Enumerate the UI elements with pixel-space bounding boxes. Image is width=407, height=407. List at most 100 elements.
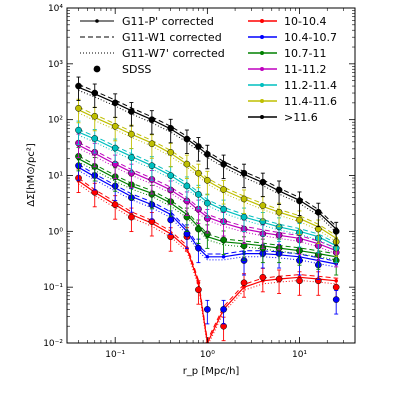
plot-area [75,76,340,343]
sdss-point [220,160,227,168]
sdss-point [148,140,156,148]
sdss-point [195,286,202,294]
model-line-w1 [78,84,337,227]
series-6 [75,76,340,247]
model-line [78,144,337,252]
legend-styles: G11-P' corrected G11-W1 corrected G11-W7' … [80,15,225,76]
sdss-point [183,182,191,190]
sdss-point [332,227,340,235]
legend-series-item: 11-11.2 [248,63,326,76]
legend-series-item: >11.6 [248,111,318,124]
x-axis-label: r_p [Mpc/h] [183,366,240,377]
sdss-point [296,197,303,205]
legend-style-item: G11-W1 corrected [80,31,222,44]
y-tick-label: 10⁴ [48,4,63,14]
sdss-point [195,244,202,252]
sdss-point [259,202,267,209]
y-tick-label: 10⁰ [48,227,63,237]
sdss-point [75,104,82,112]
sdss-point [111,201,119,209]
legend-dot-sample [93,65,101,73]
sdss-point [195,143,202,150]
legend-style-item: G11-P' corrected [80,15,214,28]
sdss-point [195,190,202,198]
legend-series-marker [260,115,264,119]
model-line [78,86,337,230]
legend-series-label: 11.2-11.4 [284,79,337,92]
legend-series-item: 11.4-11.6 [248,95,337,108]
y-tick-label: 10¹ [48,172,63,182]
model-line [78,131,337,247]
legend-series-item: 10.7-11 [248,47,326,60]
y-tick-label: 10² [48,116,63,126]
sdss-point [332,296,340,303]
legend-series-marker [260,83,264,87]
y-axis-label: ΔΣ[hM⊙/pc²] [26,143,37,207]
x-tick-label: 10¹ [292,350,307,360]
model-line [78,158,337,258]
legend-series-item: 10.4-10.7 [248,31,337,44]
model-line-w7 [78,134,337,250]
model-line-w1 [78,155,337,255]
series-0 [75,168,340,343]
sdss-point [148,116,156,124]
sdss-point [195,225,202,233]
sdss-point [220,186,227,193]
sdss-point [167,124,175,132]
legend-series-label: 10.4-10.7 [284,31,337,44]
model-line-w7 [78,112,337,242]
y-tick-label: 10⁻² [43,339,63,349]
sdss-point [259,273,267,281]
model-line [78,180,337,343]
sdss-point [204,150,211,158]
legend-style-label: G11-W7' corrected [122,47,225,60]
sdss-point [111,99,119,107]
model-marker [221,254,226,259]
legend-series-marker [260,51,264,55]
legend-series-marker [260,35,264,39]
y-tick-label: 10³ [48,60,63,70]
legend-style-label: G11-P' corrected [122,15,214,28]
sdss-point [332,283,340,291]
sdss-point [111,122,119,130]
sdss-point [183,160,191,168]
sdss-point [204,176,211,184]
sdss-point [296,216,303,224]
sdss-point [275,208,283,216]
x-tick-label: 10⁻¹ [105,350,125,360]
sdss-point [195,169,202,177]
legend-series-item: 10-10.4 [248,15,326,28]
legend-series: 10-10.4 10.4-10.7 10.7-11 11-11.2 11.2-11.4 1… [248,15,337,124]
sdss-point [111,144,119,152]
model-line-w1 [78,128,337,244]
legend-series-item: 11.2-11.4 [248,79,337,92]
sdss-point [275,186,283,194]
sdss-point [240,279,248,287]
model-line-w7 [78,169,337,268]
sdss-point [128,213,135,221]
legend-style-item: SDSS [93,63,151,76]
sdss-point [275,275,283,283]
legend-series-label: >11.6 [284,111,318,124]
legend-series-label: 11.4-11.6 [284,95,337,108]
sdss-point [91,135,99,142]
x-tick-label: 10⁰ [200,350,215,360]
model-line [78,166,337,265]
sdss-point [167,216,175,224]
model-line [78,109,337,239]
sdss-point [204,306,211,313]
sdss-point [259,178,267,186]
sdss-point [314,208,322,216]
model-line-w7 [78,89,337,233]
legend-style-item: G11-W7' corrected [80,47,225,60]
sdss-point [167,172,175,179]
sdss-point [240,213,248,221]
sdss-point [296,277,303,285]
sdss-point [220,306,227,313]
legend-style-label: G11-W1 corrected [122,31,222,44]
model-line-w1 [78,164,337,262]
legend-series-label: 10-10.4 [284,15,326,28]
sdss-point [75,82,82,90]
legend-style-label: SDSS [122,63,151,76]
